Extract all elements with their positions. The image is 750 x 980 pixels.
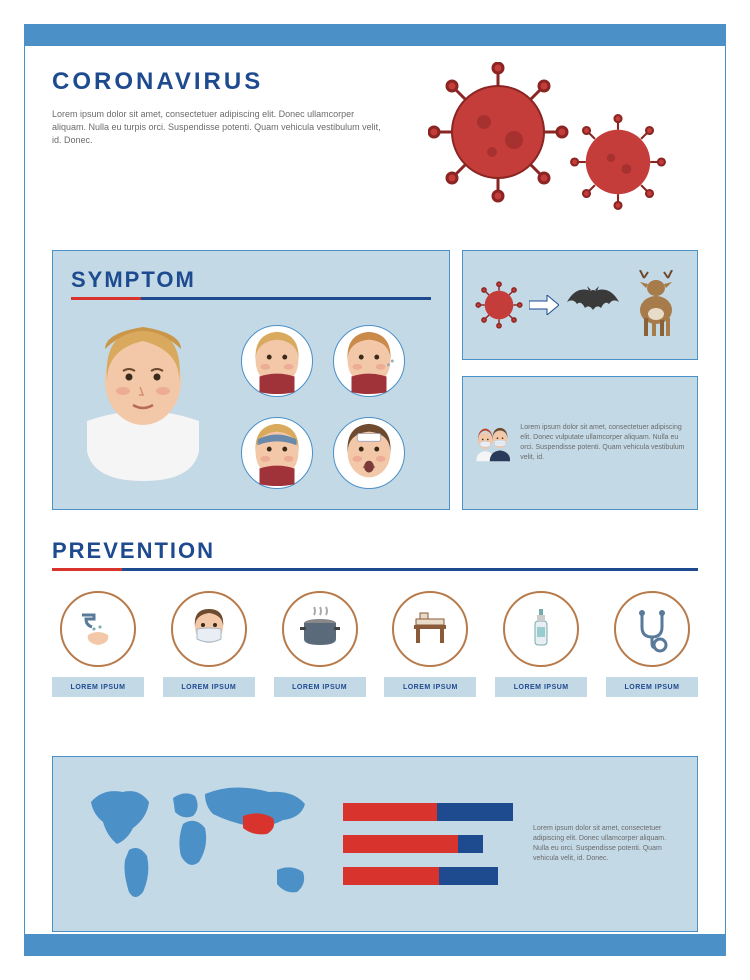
map-panel: Lorem ipsum dolor sit amet, consectetuer… (52, 756, 698, 932)
hero-body: Lorem ipsum dolor sit amet, consectetuer… (52, 108, 382, 147)
arrow-icon (529, 295, 559, 315)
stat-bar (343, 835, 483, 853)
virus-icon (474, 280, 524, 330)
prevention-section: PREVENTION LOREM IPSUM LOREM IPSUM LOREM… (52, 538, 698, 697)
symptom-fever-icon (241, 325, 313, 397)
prevention-label: LOREM IPSUM (71, 684, 126, 691)
hero-section: CORONAVIRUS Lorem ipsum dolor sit amet, … (52, 68, 698, 238)
world-map-icon (73, 774, 323, 914)
prevention-item-boil-water: LOREM IPSUM (274, 591, 366, 697)
mask-panel: Lorem ipsum dolor sit amet, consectetuer… (462, 376, 698, 510)
prevention-label: LOREM IPSUM (514, 684, 569, 691)
prevention-title: PREVENTION (52, 538, 698, 564)
main-face-illustration (73, 321, 213, 491)
masked-people-illustration (475, 386, 510, 500)
sanitizer-icon (503, 591, 579, 667)
boil-water-icon (282, 591, 358, 667)
symptom-underline (71, 297, 431, 300)
stay-home-icon (392, 591, 468, 667)
bar-chart (343, 803, 513, 885)
prevention-label-bg: LOREM IPSUM (384, 677, 476, 697)
prevention-underline (52, 568, 698, 571)
stethoscope-icon (614, 591, 690, 667)
wash-hands-icon (60, 591, 136, 667)
map-text: Lorem ipsum dolor sit amet, consectetuer… (533, 824, 677, 865)
symptom-sneeze-icon (333, 325, 405, 397)
stat-bar (343, 867, 498, 885)
prevention-label: LOREM IPSUM (292, 684, 347, 691)
prevention-item-sanitizer: LOREM IPSUM (495, 591, 587, 697)
prevention-label-bg: LOREM IPSUM (274, 677, 366, 697)
wear-mask-icon (171, 591, 247, 667)
deer-icon (626, 270, 686, 340)
bat-icon (565, 282, 621, 328)
prevention-label: LOREM IPSUM (625, 684, 680, 691)
prevention-label-bg: LOREM IPSUM (606, 677, 698, 697)
symptom-chills-icon (241, 417, 313, 489)
top-band (24, 24, 726, 46)
prevention-item-stethoscope: LOREM IPSUM (606, 591, 698, 697)
prevention-label: LOREM IPSUM (403, 684, 458, 691)
origin-panel (462, 250, 698, 360)
stat-bar (343, 803, 513, 821)
prevention-item-stay-home: LOREM IPSUM (384, 591, 476, 697)
bottom-band (24, 934, 726, 956)
mask-text: Lorem ipsum dolor sit amet, consectetuer… (520, 423, 685, 462)
virus-illustration (428, 62, 688, 232)
prevention-item-wear-mask: LOREM IPSUM (163, 591, 255, 697)
prevention-label-bg: LOREM IPSUM (163, 677, 255, 697)
symptom-cough-icon (333, 417, 405, 489)
prevention-label-bg: LOREM IPSUM (495, 677, 587, 697)
prevention-label-bg: LOREM IPSUM (52, 677, 144, 697)
prevention-item-wash-hands: LOREM IPSUM (52, 591, 144, 697)
symptom-panel: SYMPTOM (52, 250, 450, 510)
prevention-label: LOREM IPSUM (181, 684, 236, 691)
symptom-title: SYMPTOM (71, 267, 431, 293)
